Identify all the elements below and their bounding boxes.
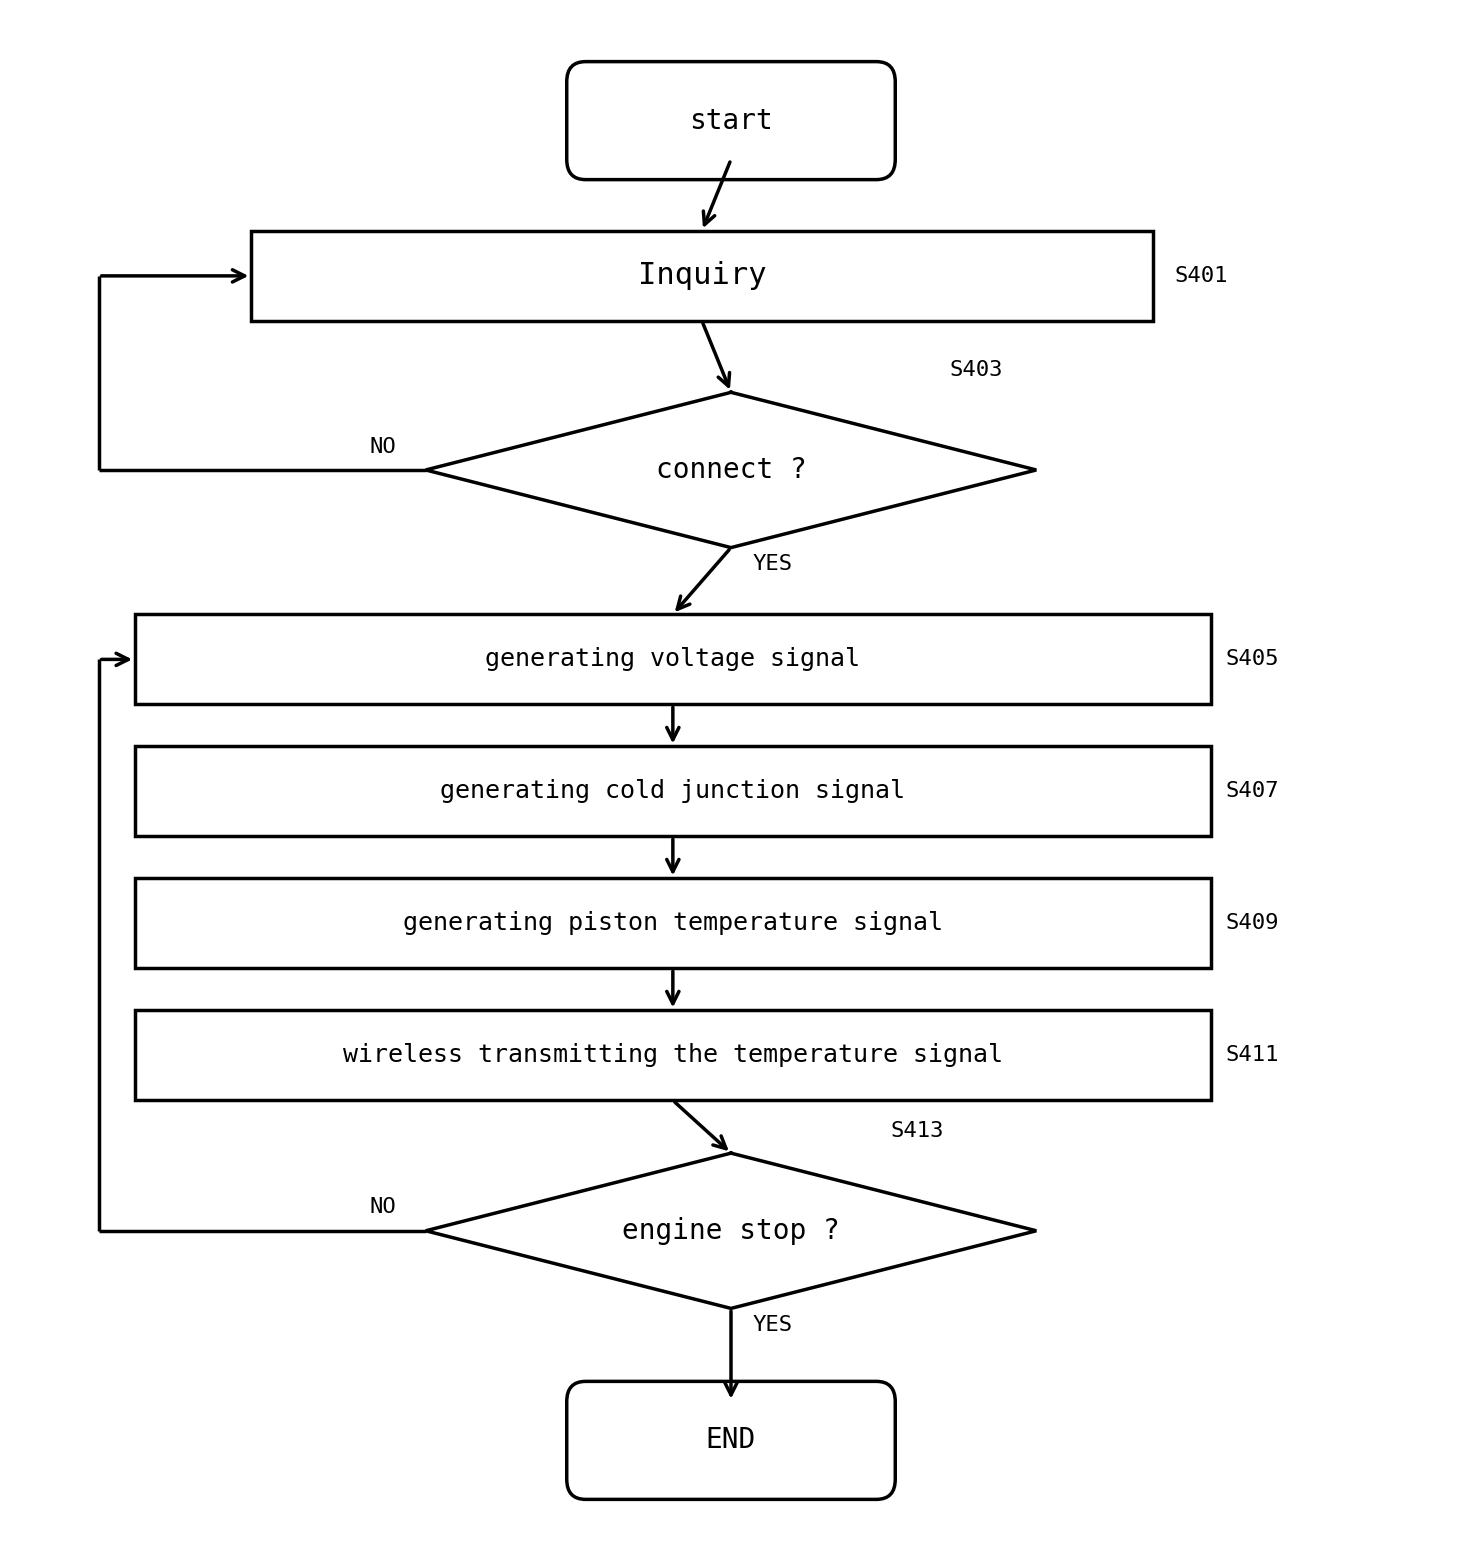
Text: YES: YES: [753, 1314, 792, 1335]
Text: S409: S409: [1225, 913, 1279, 933]
Text: S413: S413: [890, 1121, 944, 1141]
Text: engine stop ?: engine stop ?: [623, 1216, 839, 1244]
Bar: [135, 1010, 1211, 1101]
Text: S407: S407: [1225, 782, 1279, 801]
Text: generating piston temperature signal: generating piston temperature signal: [404, 912, 943, 935]
Text: start: start: [689, 106, 773, 134]
Text: generating cold junction signal: generating cold junction signal: [440, 779, 905, 804]
FancyBboxPatch shape: [567, 61, 895, 180]
Text: generating voltage signal: generating voltage signal: [485, 648, 860, 671]
Bar: [135, 615, 1211, 704]
Text: END: END: [706, 1427, 756, 1455]
Bar: [135, 879, 1211, 968]
Text: connect ?: connect ?: [655, 456, 807, 484]
Bar: [135, 746, 1211, 837]
FancyBboxPatch shape: [567, 1381, 895, 1500]
Text: S401: S401: [1174, 265, 1228, 286]
Text: S405: S405: [1225, 649, 1279, 670]
Text: NO: NO: [370, 1197, 396, 1218]
Text: NO: NO: [370, 437, 396, 457]
Text: wireless transmitting the temperature signal: wireless transmitting the temperature si…: [344, 1043, 1003, 1068]
Text: Inquiry: Inquiry: [637, 261, 766, 290]
Text: S411: S411: [1225, 1046, 1279, 1065]
Text: YES: YES: [753, 554, 792, 574]
Bar: [251, 231, 1152, 322]
Text: S403: S403: [949, 361, 1003, 379]
